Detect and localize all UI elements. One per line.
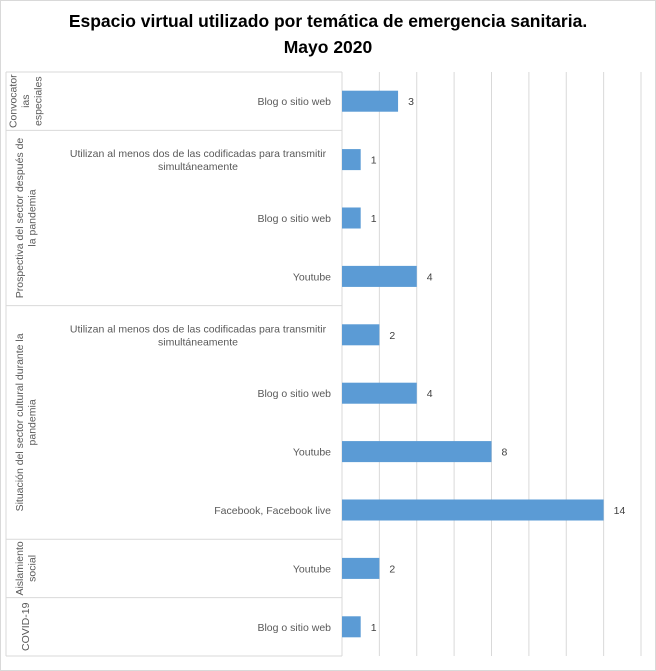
bar[interactable]	[342, 207, 361, 229]
bar[interactable]	[342, 441, 492, 463]
data-label: 8	[502, 447, 508, 459]
data-label: 1	[371, 155, 377, 167]
bar[interactable]	[342, 265, 417, 287]
gridlines	[378, 72, 642, 656]
category-label-line: Blog o sitio web	[257, 622, 331, 634]
data-label: 2	[389, 563, 395, 575]
bar[interactable]	[342, 90, 399, 112]
category-label-line: Blog o sitio web	[257, 388, 331, 400]
category-label: Blog o sitio web	[257, 213, 331, 225]
bar[interactable]	[342, 557, 380, 579]
data-label: 1	[371, 622, 377, 634]
data-label: 14	[614, 505, 626, 517]
chart-subtitle: Mayo 2020	[283, 37, 373, 57]
bar[interactable]	[342, 616, 361, 638]
group-label-line: social	[26, 555, 38, 582]
group-label-line: Aislamiento	[14, 541, 26, 595]
group-label: Prospectiva del sector después dela pand…	[14, 138, 39, 299]
category-label-line: Youtube	[293, 447, 331, 459]
category-label-line: Youtube	[293, 563, 331, 575]
data-label: 2	[389, 330, 395, 342]
group-label-line: la pandemia	[26, 189, 38, 246]
data-label: 3	[408, 96, 414, 108]
category-labels: Blog o sitio web Utilizan al menos dos de…	[70, 96, 331, 634]
bar[interactable]	[342, 382, 417, 404]
chart-title-line1: Espacio virtual utilizado por temática d…	[68, 11, 588, 31]
category-label: Youtube	[293, 271, 331, 283]
category-label: Facebook, Facebook live	[214, 505, 331, 517]
group-label: Situación del sector cultural durante la…	[14, 333, 39, 511]
category-label-line: Youtube	[293, 271, 331, 283]
bar[interactable]	[342, 499, 604, 521]
group-label-line: COVID-19	[20, 602, 32, 651]
data-label: 4	[427, 271, 433, 283]
category-label-line: Blog o sitio web	[257, 96, 331, 108]
group-label-line: Situación del sector cultural durante la	[14, 333, 26, 511]
category-label-line: Utilizan al menos dos de las codificadas…	[70, 323, 327, 335]
group-label-line: Prospectiva del sector después de	[14, 138, 26, 299]
category-label-line: simultáneamente	[158, 336, 238, 348]
category-label: Blog o sitio web	[257, 96, 331, 108]
data-label: 4	[427, 388, 433, 400]
category-label-line: Utilizan al menos dos de las codificadas…	[70, 148, 327, 160]
group-label-line: especiales	[33, 76, 45, 126]
category-label: Blog o sitio web	[257, 388, 331, 400]
group-label: Aislamientosocial	[14, 541, 39, 595]
data-label: 1	[371, 213, 377, 225]
category-label-line: simultáneamente	[158, 161, 238, 173]
group-label-line: ias	[20, 94, 32, 107]
bar[interactable]	[342, 149, 361, 171]
category-label-line: Facebook, Facebook live	[214, 505, 331, 517]
group-label: Convocatoriasespeciales	[8, 74, 45, 128]
bar[interactable]	[342, 324, 380, 346]
category-label: Youtube	[293, 563, 331, 575]
bars	[342, 90, 604, 638]
category-label-line: Blog o sitio web	[257, 213, 331, 225]
group-label-line: pandemia	[26, 399, 38, 445]
category-label: Utilizan al menos dos de las codificadas…	[70, 323, 327, 348]
group-labels: Convocatoriasespeciales Prospectiva del s…	[8, 74, 45, 651]
category-label: Blog o sitio web	[257, 622, 331, 634]
category-label: Youtube	[293, 447, 331, 459]
group-label: COVID-19	[20, 602, 32, 651]
chart-title: Espacio virtual utilizado por temática d…	[0, 8, 656, 60]
category-label: Utilizan al menos dos de las codificadas…	[70, 148, 327, 173]
group-label-line: Convocator	[8, 74, 20, 128]
